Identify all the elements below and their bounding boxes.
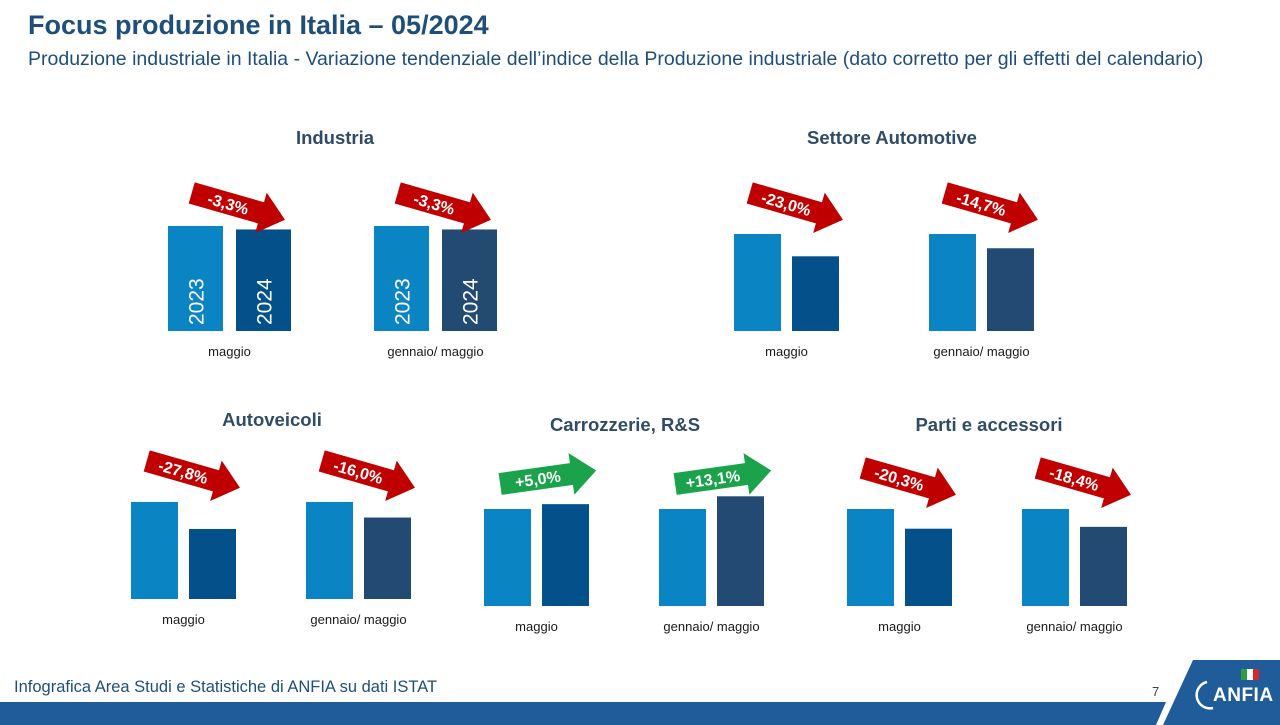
bar-2023: [306, 502, 353, 599]
bar-2023: [484, 509, 531, 606]
chart-autoveicoli-gennaio-maggio: gennaio/ maggio -16,0%: [306, 438, 446, 638]
arrow-shape: [318, 450, 415, 501]
group-title-industria: Industria: [295, 127, 375, 148]
period-label: gennaio/ maggio: [387, 344, 483, 359]
chart-automotive-gennaio-maggio: gennaio/ maggio -14,7%: [929, 170, 1069, 370]
period-label: maggio: [208, 344, 251, 359]
bar-2024: [792, 256, 839, 331]
group-title-autoveicoli: Autoveicoli: [222, 409, 322, 430]
period-label: maggio: [515, 619, 558, 634]
bar-2023: [734, 234, 781, 331]
flag-red: [1253, 669, 1259, 680]
bar-2023: [131, 502, 178, 599]
arrow-shape: [188, 182, 285, 233]
chart-svg: maggio -27,8%: [131, 450, 240, 627]
period-label: gennaio/ maggio: [310, 612, 406, 627]
bar-2024: [364, 517, 411, 599]
bar-2024: [987, 248, 1034, 331]
source-note: Infografica Area Studi e Statistiche di …: [14, 678, 438, 696]
group-title-carrozzerie: Carrozzerie, R&S: [549, 414, 701, 435]
period-label: gennaio/ maggio: [1026, 619, 1122, 634]
chart-carrozzerie-maggio: maggio +5,0%: [484, 445, 624, 645]
period-label: maggio: [162, 612, 205, 627]
arrow-shape: [746, 182, 843, 233]
chart-parti-gennaio-maggio: gennaio/ maggio -18,4%: [1022, 445, 1162, 645]
bar-2024: [236, 229, 291, 331]
bar-2023: [929, 234, 976, 331]
bar-2024: [905, 528, 952, 606]
change-arrow-down: -14,7%: [941, 182, 1038, 233]
arrow-shape: [394, 182, 491, 233]
footer-band: [0, 702, 1166, 725]
group-title-parti-accessori: Parti e accessori: [915, 414, 1063, 435]
bar-2024: [1080, 526, 1127, 606]
logo-swoosh: [1195, 680, 1214, 710]
chart-parti-maggio: maggio -20,3%: [847, 445, 987, 645]
change-arrow-down: -27,8%: [143, 450, 240, 501]
year-label-2024: 2024: [460, 278, 483, 325]
logo-text: ANFIA: [1213, 685, 1274, 706]
chart-svg: gennaio/ maggio -18,4%: [1022, 457, 1131, 634]
change-arrow-down: -23,0%: [746, 182, 843, 233]
bar-2024: [442, 229, 497, 331]
arrow-shape: [673, 453, 772, 495]
chart-industria-gennaio-maggio: 2023 2024 gennaio/ maggio -3,3%: [374, 170, 514, 370]
change-arrow-up: +5,0%: [498, 453, 597, 495]
year-label-2023: 2023: [186, 278, 209, 325]
period-label: maggio: [765, 344, 808, 359]
chart-industria-maggio: 2023 2024 maggio -3,3%: [168, 170, 308, 370]
chart-svg: gennaio/ maggio -14,7%: [929, 182, 1038, 359]
change-label: +5,0%: [514, 469, 562, 492]
bar-2023: [847, 509, 894, 606]
chart-svg: maggio +5,0%: [484, 453, 597, 634]
page-number: 7: [1152, 684, 1160, 699]
change-arrow-down: -18,4%: [1034, 457, 1131, 508]
arrow-shape: [498, 453, 597, 495]
period-label: maggio: [878, 619, 921, 634]
bar-2024: [542, 504, 589, 606]
footer-bar: [0, 702, 1166, 725]
chart-automotive-maggio: maggio -23,0%: [734, 170, 874, 370]
arrow-shape: [1034, 457, 1131, 508]
bar-2023: [1022, 509, 1069, 606]
flag-white: [1247, 669, 1253, 680]
bar-2023: [168, 226, 223, 331]
arrow-shape: [941, 182, 1038, 233]
year-label-2024: 2024: [254, 278, 277, 325]
period-label: gennaio/ maggio: [933, 344, 1029, 359]
change-arrow-down: -16,0%: [318, 450, 415, 501]
chart-svg: maggio -20,3%: [847, 457, 956, 634]
page-subtitle: Produzione industriale in Italia - Varia…: [28, 48, 1204, 70]
chart-svg: gennaio/ maggio -16,0%: [306, 450, 415, 627]
chart-svg: maggio -23,0%: [734, 182, 843, 359]
period-label: gennaio/ maggio: [663, 619, 759, 634]
bar-2023: [659, 509, 706, 606]
flag-green: [1241, 669, 1247, 680]
bar-2024: [717, 496, 764, 606]
year-label-2023: 2023: [392, 278, 415, 325]
bar-2023: [374, 226, 429, 331]
group-title-settore-automotive: Settore Automotive: [807, 127, 977, 148]
bar-2024: [189, 528, 236, 599]
change-arrow-down: -20,3%: [859, 457, 956, 508]
arrow-shape: [859, 457, 956, 508]
arrow-shape: [143, 450, 240, 501]
page-title: Focus produzione in Italia – 05/2024: [28, 10, 489, 40]
chart-carrozzerie-gennaio-maggio: gennaio/ maggio +13,1%: [659, 445, 799, 645]
chart-autoveicoli-maggio: maggio -27,8%: [131, 438, 271, 638]
chart-svg: gennaio/ maggio+13,1%: [659, 453, 772, 634]
anfia-logo: ANFIA: [1163, 660, 1280, 725]
